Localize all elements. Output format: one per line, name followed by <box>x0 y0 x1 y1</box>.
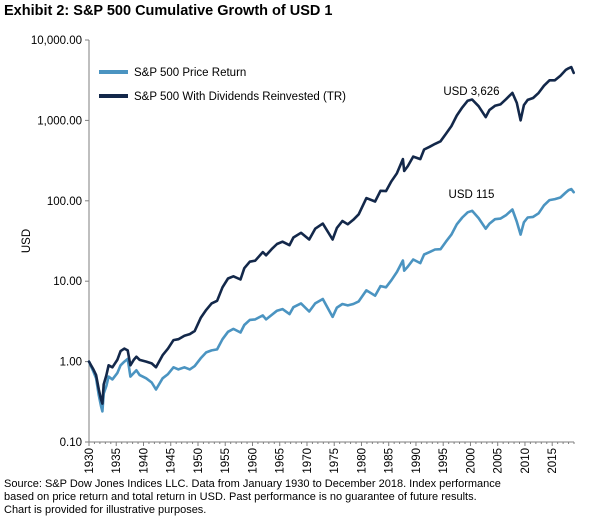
source-line-1: Source: S&P Dow Jones Indices LLC. Data … <box>4 478 501 490</box>
series-price-return-line <box>87 187 576 413</box>
series-layer <box>87 65 576 413</box>
y-tick-label: 10,000.00 <box>31 35 82 47</box>
x-tick-label: 2000 <box>465 448 477 474</box>
x-tick-label: 1965 <box>275 448 287 474</box>
legend-label: S&P 500 With Dividends Reinvested (TR) <box>134 91 346 103</box>
source-line-3: Chart is provided for illustrative purpo… <box>4 504 207 516</box>
x-tick-label: 1960 <box>247 448 259 474</box>
y-tick-label: 1,000.00 <box>37 115 82 127</box>
y-tick-label: 10.00 <box>53 276 82 288</box>
annotations: USD 3,626 USD 115 <box>443 86 499 201</box>
x-tick-label: 2010 <box>520 448 532 474</box>
end-value-label: USD 3,626 <box>443 86 499 98</box>
x-tick-label: 1930 <box>84 448 96 474</box>
x-axis: 1930 1935 1940 1945 1950 1955 1960 1965 1970 1975… <box>84 441 575 474</box>
legend-label: S&P 500 Price Return <box>134 67 246 79</box>
x-tick-label: 2005 <box>493 448 505 474</box>
y-axis-label: USD <box>21 229 33 253</box>
source-note: Source: S&P Dow Jones Indices LLC. Data … <box>4 478 589 517</box>
x-tick-label: 1985 <box>384 448 396 474</box>
x-tick-label: 1940 <box>138 448 150 474</box>
x-tick-label: 1970 <box>302 448 314 474</box>
x-tick-label: 1995 <box>438 448 450 474</box>
x-tick-label: 2015 <box>547 448 559 474</box>
y-tick-label: 1.00 <box>60 357 82 369</box>
x-tick-label: 1990 <box>411 448 423 474</box>
y-tick-label: 0.10 <box>60 437 82 449</box>
chart-title: Exhibit 2: S&P 500 Cumulative Growth of … <box>4 3 333 19</box>
source-line-2: based on price return and total return i… <box>4 491 477 503</box>
y-axis: 0.10 1.00 10.00 100.00 1,000.00 10,000.00 <box>31 35 90 449</box>
y-tick-label: 100.00 <box>47 196 82 208</box>
end-value-label: USD 115 <box>449 189 495 201</box>
x-tick-label: 1980 <box>356 448 368 474</box>
x-tick-label: 1950 <box>193 448 205 474</box>
x-tick-label: 1955 <box>220 448 232 474</box>
x-tick-label: 1935 <box>111 448 123 474</box>
x-tick-label: 1945 <box>166 448 178 474</box>
series-total-return-line <box>87 65 576 405</box>
x-tick-label: 1975 <box>329 448 341 474</box>
legend: S&P 500 Price Return S&P 500 With Dividen… <box>99 67 346 103</box>
